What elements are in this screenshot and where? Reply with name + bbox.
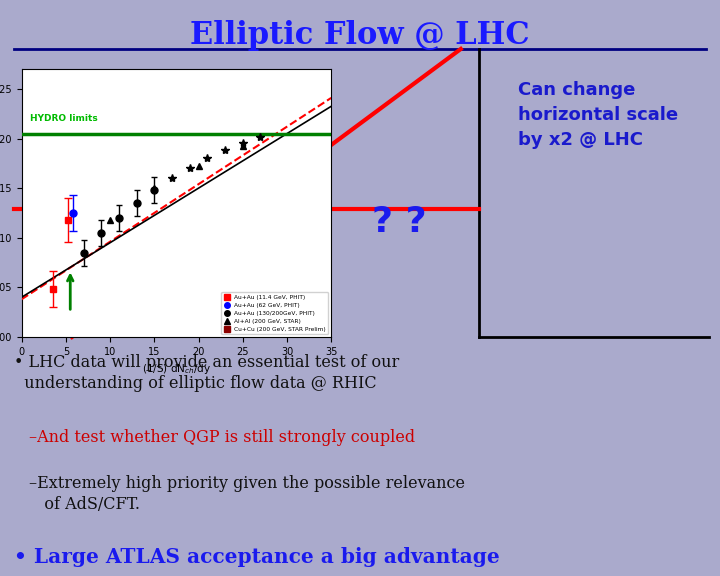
Text: –Extremely high priority given the possible relevance
   of AdS/CFT.: –Extremely high priority given the possi… <box>29 475 465 513</box>
Text: HYDRO limits: HYDRO limits <box>30 113 98 123</box>
Text: ? ?: ? ? <box>372 204 427 239</box>
Text: Elliptic Flow @ LHC: Elliptic Flow @ LHC <box>190 20 530 51</box>
Text: • LHC data will provide an essential test of our
  understanding of elliptic flo: • LHC data will provide an essential tes… <box>14 354 400 392</box>
Text: • Large ATLAS acceptance a big advantage: • Large ATLAS acceptance a big advantage <box>14 547 500 567</box>
Legend: Au+Au (11.4 GeV, PHIT), Au+Au (62 GeV, PHIT), Au+Au (130/200GeV, PHIT), Al+Al (2: Au+Au (11.4 GeV, PHIT), Au+Au (62 GeV, P… <box>221 292 328 334</box>
Text: –And test whether QGP is still strongly coupled: –And test whether QGP is still strongly … <box>29 429 415 446</box>
X-axis label: (1/S) dN$_{ch}$/dy: (1/S) dN$_{ch}$/dy <box>142 362 211 376</box>
Text: Can change
horizontal scale
by x2 @ LHC: Can change horizontal scale by x2 @ LHC <box>518 81 678 149</box>
